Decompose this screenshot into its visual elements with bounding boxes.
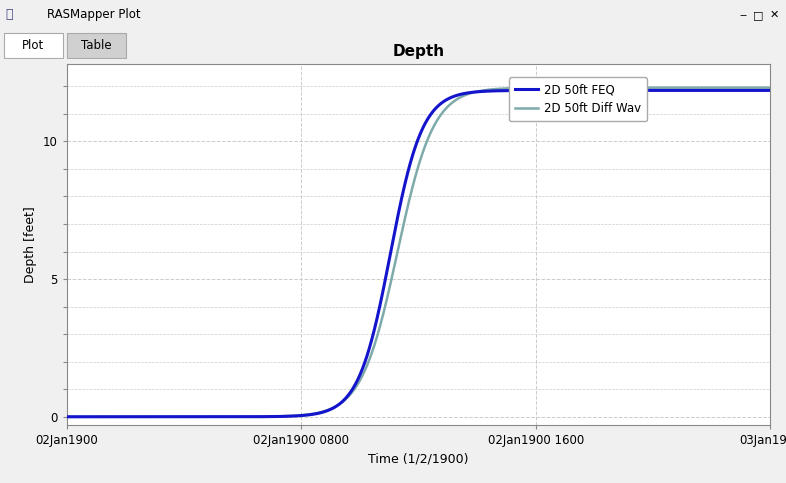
Y-axis label: Depth [feet]: Depth [feet] bbox=[24, 206, 38, 283]
2D 50ft FEQ bbox=[142, 414, 152, 420]
2D 50ft Diff Wav bbox=[142, 414, 152, 420]
2D 50ft Diff Wav bbox=[184, 414, 193, 420]
2D 50ft FEQ bbox=[62, 414, 72, 420]
2D 50ft FEQ bbox=[676, 87, 685, 93]
Line: 2D 50ft FEQ: 2D 50ft FEQ bbox=[67, 90, 770, 417]
2D 50ft Diff Wav bbox=[751, 85, 761, 90]
Title: Depth: Depth bbox=[392, 44, 445, 59]
Text: Table: Table bbox=[81, 39, 112, 52]
2D 50ft FEQ bbox=[751, 87, 761, 93]
2D 50ft Diff Wav bbox=[332, 403, 341, 409]
2D 50ft FEQ bbox=[184, 414, 193, 420]
X-axis label: Time (1/2/1900): Time (1/2/1900) bbox=[369, 453, 468, 466]
Legend: 2D 50ft FEQ, 2D 50ft Diff Wav: 2D 50ft FEQ, 2D 50ft Diff Wav bbox=[509, 77, 648, 121]
Text: ⯀: ⯀ bbox=[6, 9, 13, 21]
Bar bbox=[67, 33, 126, 58]
2D 50ft Diff Wav bbox=[766, 85, 775, 90]
2D 50ft Diff Wav bbox=[676, 85, 685, 90]
Text: ‒: ‒ bbox=[739, 10, 747, 20]
2D 50ft FEQ bbox=[362, 353, 372, 358]
Text: □: □ bbox=[753, 10, 764, 20]
Text: ✕: ✕ bbox=[769, 10, 779, 20]
2D 50ft Diff Wav bbox=[62, 414, 72, 420]
2D 50ft Diff Wav bbox=[362, 363, 372, 369]
Text: Plot: Plot bbox=[22, 39, 45, 52]
Bar bbox=[4, 33, 63, 58]
Text: RASMapper Plot: RASMapper Plot bbox=[47, 9, 141, 21]
2D 50ft FEQ bbox=[332, 403, 341, 409]
Line: 2D 50ft Diff Wav: 2D 50ft Diff Wav bbox=[67, 87, 770, 417]
2D 50ft FEQ bbox=[766, 87, 775, 93]
